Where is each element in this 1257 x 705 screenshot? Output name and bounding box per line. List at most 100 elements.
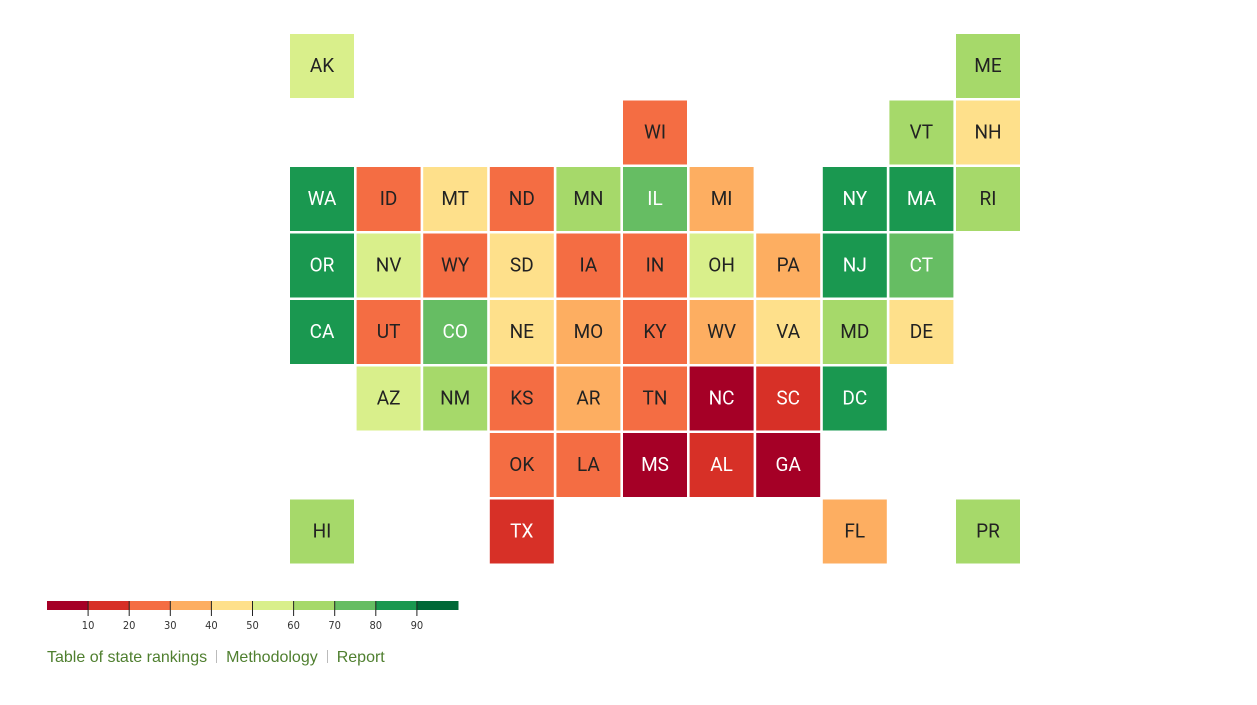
state-tile bbox=[889, 233, 954, 298]
state-label: VT bbox=[910, 121, 933, 144]
legend-tick-label: 10 bbox=[82, 619, 95, 632]
state-tile bbox=[356, 300, 421, 364]
state-label: PR bbox=[976, 520, 1000, 543]
state-tile bbox=[822, 366, 887, 431]
legend-swatch bbox=[47, 601, 89, 610]
state-tile bbox=[623, 300, 687, 364]
state-tile bbox=[356, 366, 421, 431]
state-label: MN bbox=[573, 187, 603, 210]
legend-tick-label: 40 bbox=[205, 619, 218, 632]
legend-tick-label: 90 bbox=[411, 619, 424, 632]
state-tile bbox=[756, 366, 821, 431]
state-tile bbox=[423, 300, 488, 364]
state-tile bbox=[489, 167, 554, 231]
state-label: MT bbox=[441, 187, 469, 210]
state-label: KS bbox=[510, 387, 533, 410]
legend-swatch bbox=[170, 601, 212, 610]
legend-tick-label: 80 bbox=[370, 619, 383, 632]
state-tile bbox=[822, 233, 887, 298]
state-tile bbox=[489, 366, 554, 431]
legend-tick-label: 30 bbox=[164, 619, 177, 632]
state-label: NH bbox=[974, 121, 1001, 144]
state-tile bbox=[356, 167, 421, 231]
legend-swatch bbox=[375, 601, 418, 610]
separator bbox=[326, 650, 328, 663]
legend-swatch bbox=[334, 601, 377, 610]
state-tile bbox=[889, 167, 954, 231]
state-tile bbox=[290, 167, 354, 231]
legend-swatch bbox=[88, 601, 130, 610]
state-label: ND bbox=[509, 187, 535, 210]
state-label: CA bbox=[310, 320, 335, 343]
state-tile bbox=[956, 100, 1020, 165]
state-label: UT bbox=[377, 320, 401, 343]
state-tile bbox=[889, 100, 954, 165]
state-tile bbox=[956, 167, 1020, 231]
legend-swatch bbox=[293, 601, 336, 610]
state-tile bbox=[623, 167, 687, 231]
state-label: DE bbox=[910, 320, 933, 343]
state-label: AL bbox=[710, 453, 733, 476]
state-label: ME bbox=[974, 54, 1002, 77]
state-tile bbox=[623, 366, 687, 431]
state-label: NM bbox=[440, 387, 470, 410]
links: Table of state rankings Methodology Report bbox=[47, 649, 385, 667]
state-tile bbox=[822, 300, 887, 364]
legend-tick-label: 20 bbox=[123, 619, 136, 632]
state-tile bbox=[623, 100, 687, 165]
state-label: MO bbox=[574, 320, 604, 343]
state-tile bbox=[689, 233, 754, 298]
state-label: FL bbox=[844, 520, 865, 543]
state-label: WV bbox=[707, 320, 736, 343]
state-tile bbox=[356, 233, 421, 298]
state-label: CO bbox=[442, 320, 467, 343]
state-tile bbox=[689, 300, 754, 364]
separator bbox=[216, 650, 218, 663]
legend-swatch bbox=[129, 601, 171, 610]
link[interactable]: Report bbox=[336, 649, 385, 666]
state-label: MS bbox=[641, 453, 669, 476]
state-label: RI bbox=[980, 187, 997, 210]
state-label: OK bbox=[509, 453, 534, 476]
state-label: NC bbox=[709, 387, 735, 410]
state-tile bbox=[889, 300, 954, 364]
legend-swatch bbox=[416, 601, 459, 610]
state-label: DC bbox=[842, 387, 867, 410]
state-label: OH bbox=[708, 254, 735, 277]
state-label: MA bbox=[907, 187, 937, 210]
legend-tick-label: 70 bbox=[328, 619, 341, 632]
state-tile bbox=[556, 366, 621, 431]
state-label: SC bbox=[776, 387, 800, 410]
state-label: NV bbox=[376, 254, 402, 277]
state-tile bbox=[956, 499, 1020, 564]
state-label: IA bbox=[580, 254, 598, 277]
state-tile bbox=[822, 167, 887, 231]
state-tile bbox=[689, 167, 754, 231]
state-label: AK bbox=[310, 54, 334, 77]
state-tile bbox=[489, 233, 554, 298]
state-label: SD bbox=[510, 254, 534, 277]
state-label: KY bbox=[643, 320, 667, 343]
state-label: NE bbox=[510, 320, 535, 343]
state-label: CT bbox=[910, 254, 933, 277]
state-label: NJ bbox=[843, 254, 867, 277]
state-label: MI bbox=[711, 187, 733, 210]
link[interactable]: Table of state rankings bbox=[47, 649, 208, 666]
state-label: WI bbox=[644, 121, 666, 144]
legend-tick-label: 60 bbox=[287, 619, 300, 632]
state-label: AR bbox=[576, 387, 600, 410]
state-label: TN bbox=[643, 387, 668, 410]
link[interactable]: Methodology bbox=[226, 649, 318, 666]
state-tile bbox=[290, 300, 354, 364]
state-tile bbox=[556, 167, 621, 231]
state-label: HI bbox=[313, 520, 332, 543]
state-tile bbox=[956, 34, 1020, 98]
legend-tick-label: 50 bbox=[246, 619, 259, 632]
state-label: AZ bbox=[377, 387, 401, 410]
state-tile bbox=[423, 167, 488, 231]
state-label: MD bbox=[840, 320, 869, 343]
state-tile bbox=[822, 499, 887, 564]
state-tile bbox=[556, 433, 621, 497]
state-tile bbox=[756, 433, 821, 497]
